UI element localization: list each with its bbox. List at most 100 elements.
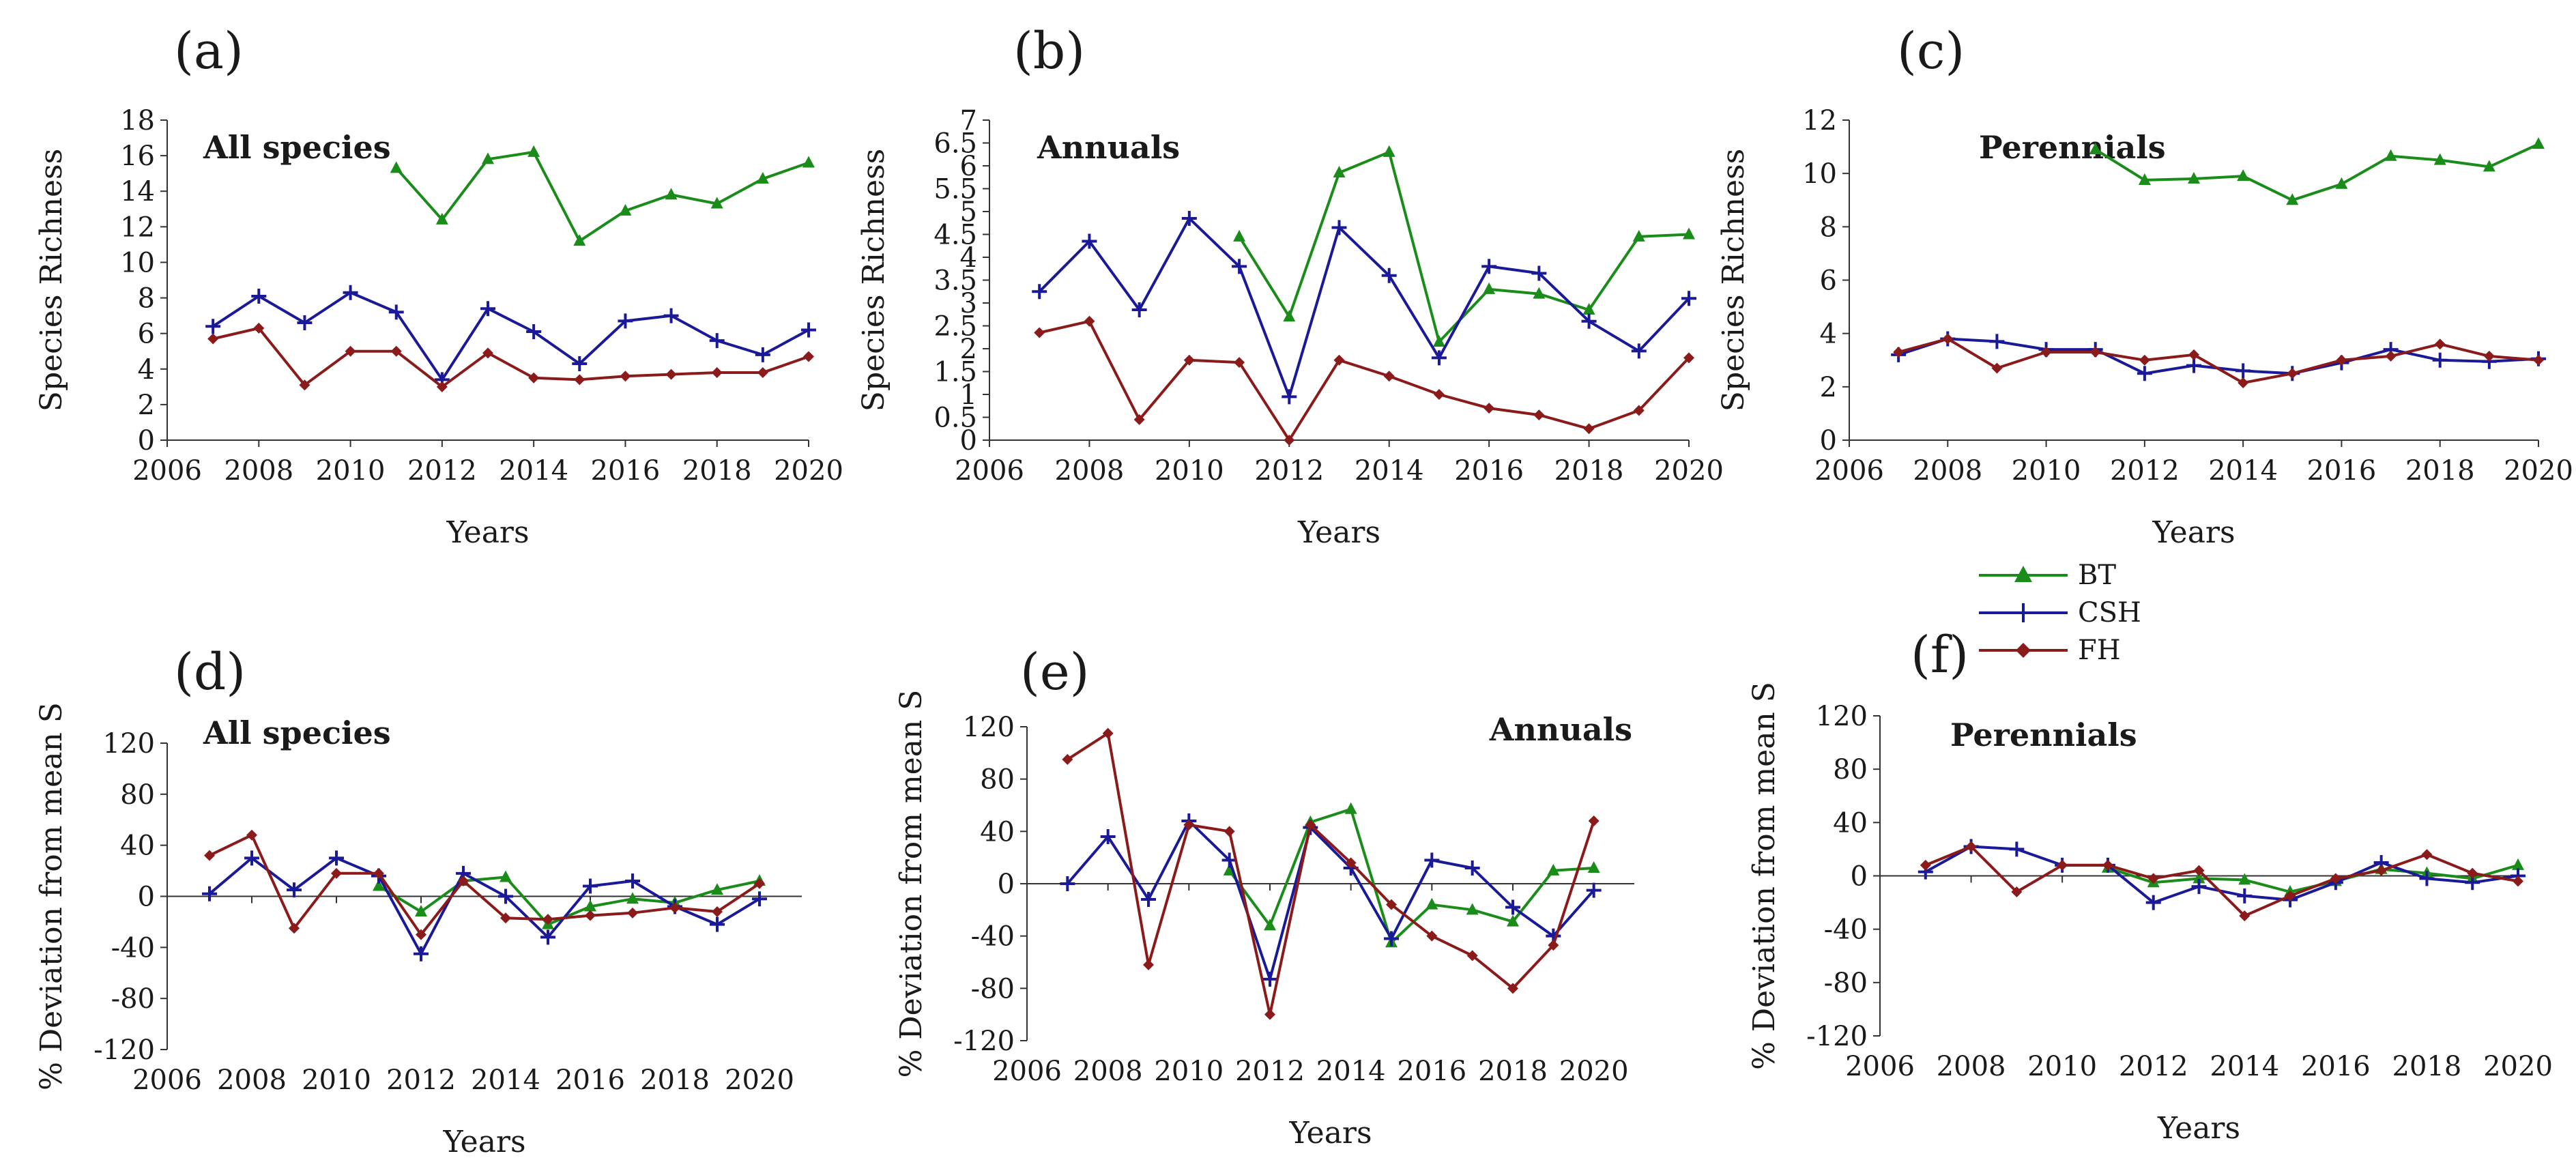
- panel-d-point-csh: [244, 850, 259, 866]
- panel-b-xtick-label: 2018: [1554, 455, 1624, 487]
- legend-label-csh: CSH: [2078, 597, 2141, 628]
- panel-a-point-csh: [755, 347, 770, 362]
- panel-b-series-bt: [1233, 145, 1695, 347]
- panel-a-ytick-label: 16: [120, 141, 155, 172]
- panel-d-point-bt: [711, 883, 723, 895]
- panel-c-point-fh: [2238, 377, 2249, 388]
- panel-f-point-csh: [2145, 895, 2161, 910]
- panel-e-ylabel: % Deviation from mean S: [894, 690, 929, 1078]
- panel-c-point-fh: [2336, 354, 2347, 366]
- panel-e-point-fh: [1466, 950, 1478, 962]
- panel-b-point-fh: [1084, 315, 1095, 327]
- panel-f: (f) -120 -80 -40 0 40 80 120 2006 2008 2010 2012 201…: [1747, 626, 2553, 1146]
- panel-a-point-fh: [711, 366, 723, 378]
- panel-b-point-fh: [1234, 357, 1245, 368]
- panel-f-point-bt: [2193, 871, 2205, 884]
- panel-d-point-bt: [373, 879, 385, 891]
- panel-d-series-fh: [204, 829, 765, 940]
- panel-c-xtick-label: 2010: [2012, 455, 2081, 487]
- panel-b-point-csh: [1431, 350, 1447, 366]
- panel-f-point-bt: [2512, 858, 2524, 870]
- panel-a-point-fh: [345, 345, 356, 357]
- panel-f-point-fh: [2011, 886, 2023, 897]
- panel-a-point-bt: [710, 197, 723, 209]
- panel-a-xtick-label: 2016: [591, 455, 661, 487]
- panel-c-xtick-label: 2016: [2307, 455, 2377, 487]
- panel-b-ytick-label: 4.5: [934, 220, 977, 251]
- panel-e-point-csh: [1424, 852, 1440, 868]
- panel-c-point-bt: [2188, 171, 2200, 184]
- panel-b-point-bt: [1283, 310, 1296, 322]
- panel-b-point-fh: [1284, 435, 1295, 446]
- panel-e-line-bt: [1228, 807, 1594, 944]
- panel-f-point-bt: [2238, 873, 2251, 885]
- panel-c-point-csh: [2235, 363, 2251, 379]
- panel-c-point-csh: [2137, 366, 2152, 381]
- panel-c-xtick-label: 2020: [2504, 455, 2573, 487]
- panel-f-point-csh: [2237, 888, 2253, 903]
- panel-d-xtick-label: 2018: [640, 1065, 710, 1096]
- panel-f-line-csh: [1924, 845, 2519, 904]
- panel-c-ytick-label: 8: [1820, 212, 1837, 243]
- panel-a-point-fh: [390, 345, 402, 357]
- panel-b-point-bt: [1333, 166, 1346, 178]
- panel-c-ytick-label: 4: [1820, 319, 1837, 350]
- panel-f-point-fh: [2147, 873, 2159, 884]
- panel-a-point-bt: [482, 152, 494, 164]
- panel-a-point-csh: [480, 301, 495, 317]
- panel-b-point-bt: [1233, 229, 1246, 242]
- legend-label-bt: BT: [2078, 560, 2116, 591]
- panel-e-point-fh: [1588, 815, 1600, 826]
- panel-a-ytick-label: 8: [138, 283, 155, 315]
- panel-a-point-bt: [619, 203, 632, 216]
- panel-b-ylabel: Species Richness: [856, 149, 891, 411]
- panel-e-point-fh: [1386, 899, 1397, 910]
- panel-b-point-csh: [1381, 268, 1397, 283]
- panel-d-ytick-label: -80: [111, 983, 155, 1015]
- panel-b-point-fh: [1583, 423, 1595, 435]
- panel-a-xtick-label: 2010: [316, 455, 386, 487]
- panel-d-ytick-label: 120: [103, 728, 155, 760]
- panel-b-point-bt: [1383, 145, 1395, 157]
- panel-c-point-bt: [2335, 177, 2348, 189]
- panel-c-xtick-label: 2018: [2405, 455, 2475, 487]
- panel-b-point-csh: [1181, 211, 1197, 227]
- panel-b-point-fh: [1484, 403, 1495, 414]
- panel-e-point-fh: [1305, 819, 1316, 830]
- panel-d-point-fh: [458, 876, 469, 887]
- panel-c-ytick-label: 0: [1820, 425, 1837, 457]
- panel-e-point-fh: [1224, 826, 1235, 837]
- panel-e-ytick-label: -40: [971, 921, 1015, 953]
- panel-e-point-fh: [1264, 1009, 1275, 1020]
- panel-a-xtick-label: 2020: [774, 455, 843, 487]
- panel-f-point-fh: [2102, 859, 2113, 871]
- panel-d-point-fh: [542, 914, 553, 925]
- panel-a-series-bt: [390, 145, 815, 246]
- panel-b-xtick-label: 2006: [955, 455, 1024, 487]
- panel-b-point-csh: [1631, 343, 1647, 359]
- panel-d-xtick-label: 2020: [725, 1065, 794, 1096]
- legend-marker-csh: [2014, 603, 2033, 622]
- legend-marker-bt: [2014, 566, 2032, 582]
- panel-c-series-csh: [1891, 331, 2546, 381]
- panel-e-point-fh: [1102, 727, 1114, 739]
- panel-f-ytick-label: 0: [1851, 861, 1868, 893]
- legend-entry-csh: CSH: [1979, 597, 2141, 628]
- panel-a-xtick-label: 2006: [132, 455, 202, 487]
- panel-a-point-csh: [618, 313, 633, 329]
- panel-d-point-fh: [289, 923, 300, 934]
- panel-a-line-bt: [395, 150, 809, 243]
- panel-f-xtick-label: 2008: [1937, 1051, 2006, 1082]
- panel-d-point-fh: [712, 906, 723, 917]
- panel-f-annotation: Perennials: [1950, 717, 2137, 753]
- panel-c-point-bt: [2483, 160, 2495, 172]
- panel-e-xtick-label: 2018: [1478, 1056, 1548, 1087]
- panel-a-point-csh: [572, 356, 588, 371]
- panel-e-point-bt: [1466, 903, 1479, 915]
- panel-e-xtick-label: 2006: [992, 1056, 1062, 1087]
- panel-d-line-fh: [209, 833, 761, 936]
- panel-c-ytick-label: 6: [1820, 265, 1837, 297]
- panel-f-point-fh: [2330, 873, 2341, 884]
- panel-f-ytick-label: 80: [1833, 754, 1868, 785]
- panel-b-line-csh: [1038, 217, 1690, 399]
